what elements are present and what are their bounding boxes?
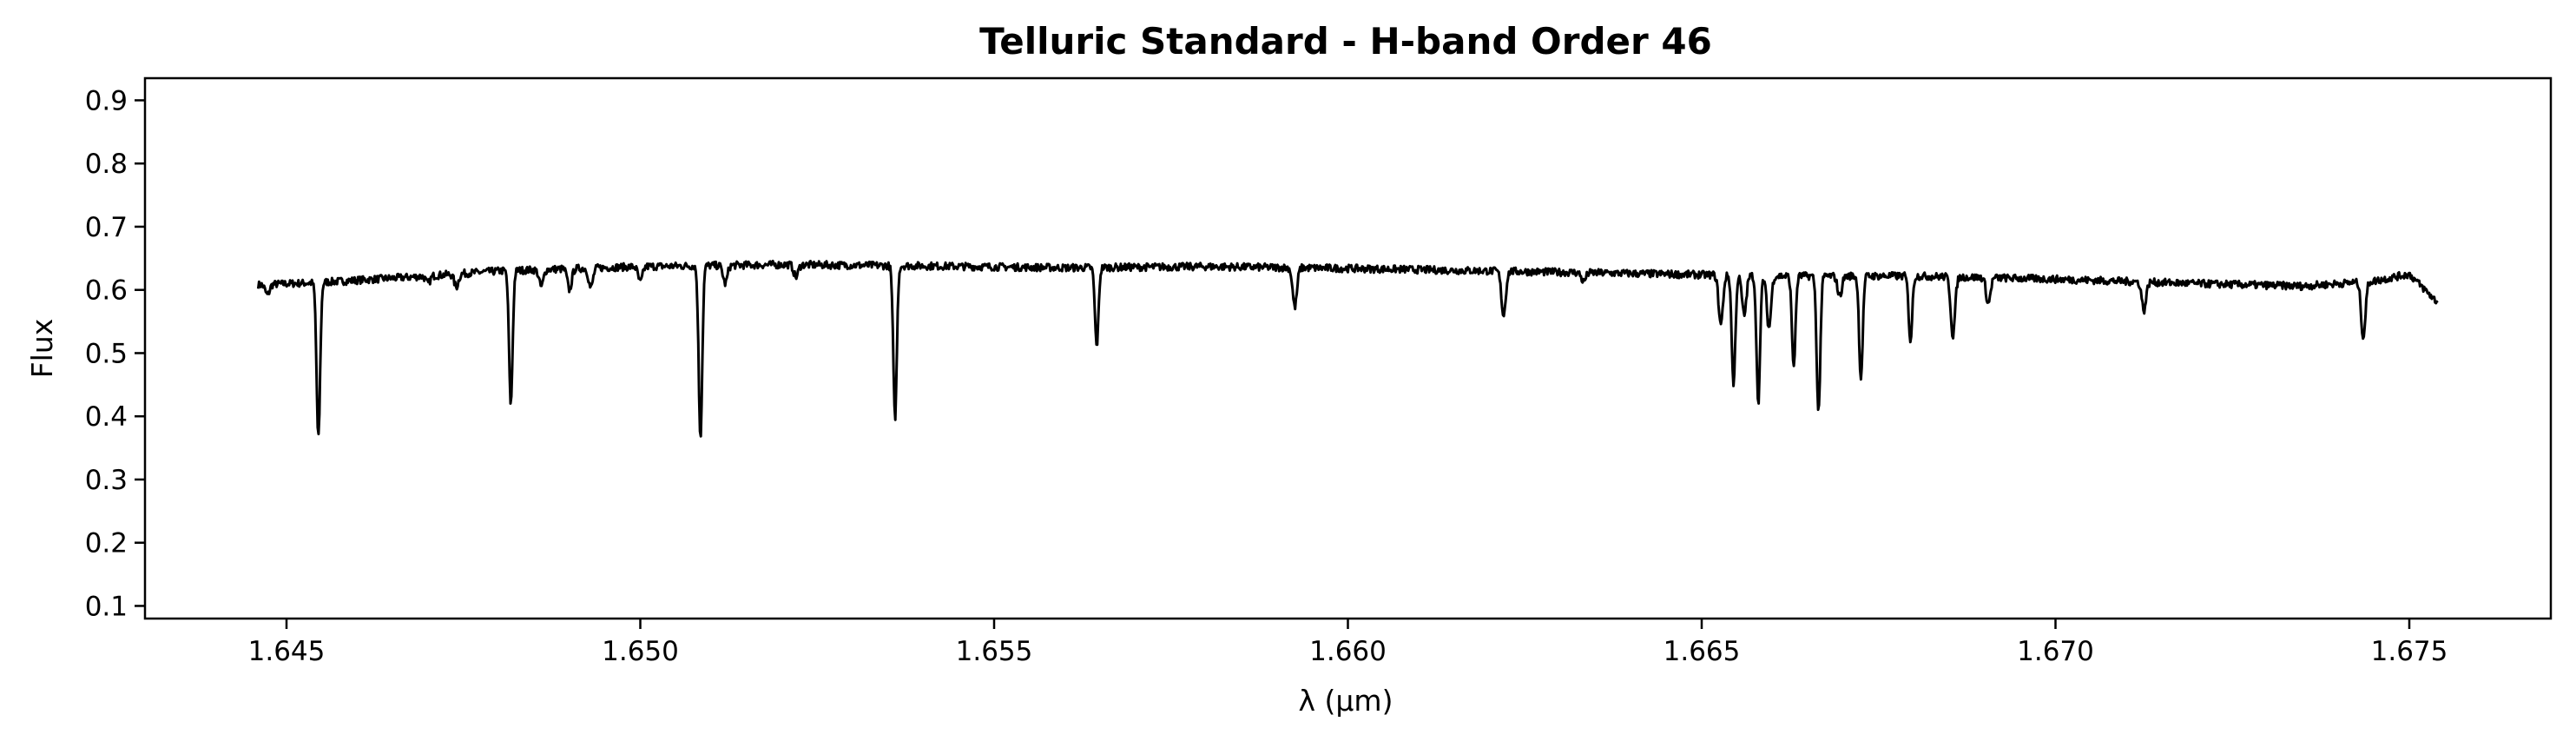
y-tick-label: 0.6 — [85, 275, 128, 307]
x-tick-label: 1.655 — [956, 636, 1033, 667]
spectrum-line — [256, 260, 2439, 438]
x-tick-label: 1.670 — [2017, 636, 2094, 667]
series-layer — [256, 260, 2439, 438]
x-axis-ticks: 1.645 1.650 1.655 1.660 1.665 1.670 1.675 — [248, 619, 2448, 667]
x-axis-label: λ (μm) — [1299, 684, 1393, 718]
x-tick-label: 1.660 — [1309, 636, 1387, 667]
plot-area: 1.645 1.650 1.655 1.660 1.665 1.670 1.675 0.10… — [85, 76, 2553, 667]
y-tick-label: 0.5 — [85, 338, 128, 369]
y-tick-label: 0.3 — [85, 465, 128, 496]
y-tick-label: 0.8 — [85, 149, 128, 180]
y-axis-ticks: 0.1 0.2 0.3 0.4 0.5 0.6 0.7 0.8 0.9 — [85, 85, 145, 622]
axes-frame — [143, 76, 2553, 620]
y-tick-label: 0.7 — [85, 212, 128, 243]
y-axis-label: Flux — [25, 319, 59, 379]
y-tick-label: 0.1 — [85, 591, 128, 622]
y-tick-label: 0.2 — [85, 528, 128, 559]
y-tick-label: 0.4 — [85, 401, 128, 433]
x-tick-label: 1.645 — [248, 636, 326, 667]
x-tick-label: 1.650 — [602, 636, 679, 667]
y-tick-label: 0.9 — [85, 85, 128, 116]
chart-title: Telluric Standard - H-band Order 46 — [979, 20, 1712, 63]
x-tick-label: 1.675 — [2371, 636, 2448, 667]
x-tick-label: 1.665 — [1664, 636, 1741, 667]
